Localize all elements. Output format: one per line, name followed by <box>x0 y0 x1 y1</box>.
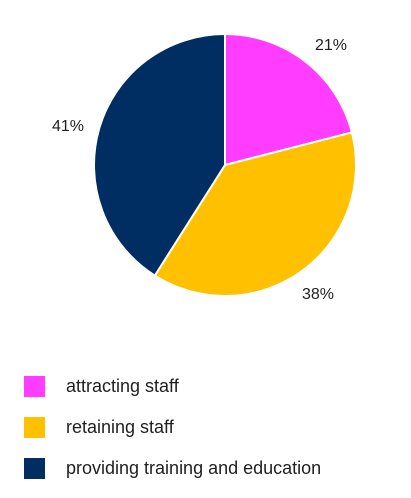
slice-label-retaining-staff: 38% <box>302 286 334 303</box>
slice-label-providing-training: 41% <box>52 118 84 135</box>
slice-label-attracting-staff: 21% <box>315 37 347 54</box>
legend-swatch-providing-training <box>24 458 45 479</box>
pie-slice-attracting-staff <box>224 32 354 167</box>
pie-slice-providing-training <box>93 32 226 277</box>
legend-item-retaining-staff: retaining staff <box>24 407 404 448</box>
pie-slice-retaining-staff <box>153 131 357 297</box>
legend-label-providing-training: providing training and education <box>66 458 322 478</box>
legend-label-retaining-staff: retaining staff <box>66 417 174 437</box>
legend: attracting staff retaining staff providi… <box>24 366 404 489</box>
legend-swatch-retaining-staff <box>24 417 45 438</box>
legend-label-attracting-staff: attracting staff <box>66 376 179 396</box>
legend-item-providing-training: providing training and education <box>24 448 404 489</box>
pie-chart: 21% 38% 41% <box>52 32 357 303</box>
legend-swatch-attracting-staff <box>24 376 45 397</box>
legend-item-attracting-staff: attracting staff <box>24 366 404 407</box>
